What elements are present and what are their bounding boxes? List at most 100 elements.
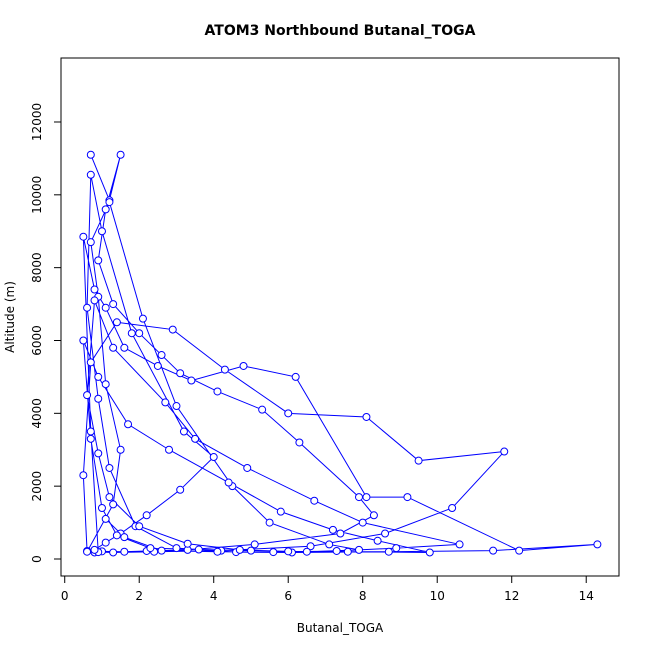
data-point xyxy=(101,514,110,523)
x-tick-label: 2 xyxy=(135,589,143,603)
data-point xyxy=(269,548,278,557)
x-tick-label: 0 xyxy=(61,589,69,603)
data-point xyxy=(183,539,192,548)
data-point xyxy=(168,325,177,334)
data-point xyxy=(354,545,363,554)
data-point xyxy=(97,227,106,236)
data-point xyxy=(250,540,259,549)
data-point xyxy=(112,531,121,540)
data-point xyxy=(239,361,248,370)
data-point xyxy=(157,546,166,555)
data-point xyxy=(213,387,222,396)
data-point xyxy=(79,336,88,345)
data-point xyxy=(86,427,95,436)
data-point xyxy=(325,540,334,549)
data-point xyxy=(94,449,103,458)
data-point xyxy=(90,285,99,294)
data-point xyxy=(109,500,118,509)
x-axis-label: Butanal_TOGA xyxy=(297,621,384,635)
data-point xyxy=(381,529,390,538)
data-point xyxy=(191,434,200,443)
data-point xyxy=(328,525,337,534)
data-point xyxy=(354,493,363,502)
data-point xyxy=(86,358,95,367)
data-point xyxy=(448,504,457,513)
data-point xyxy=(86,170,95,179)
data-point xyxy=(86,434,95,443)
data-point xyxy=(455,540,464,549)
data-point xyxy=(109,548,118,557)
y-tick-label: 4000 xyxy=(30,398,44,429)
data-point xyxy=(500,447,509,456)
data-point xyxy=(79,232,88,241)
data-point xyxy=(369,511,378,520)
data-point xyxy=(94,256,103,265)
data-point xyxy=(105,198,114,207)
data-point xyxy=(94,372,103,381)
data-point xyxy=(246,546,255,555)
data-point xyxy=(243,463,252,472)
data-point xyxy=(414,456,423,465)
data-point xyxy=(138,314,147,323)
data-point xyxy=(105,493,114,502)
data-point xyxy=(258,405,267,414)
data-point xyxy=(109,343,118,352)
data-point xyxy=(336,529,345,538)
chart-title: ATOM3 Northbound Butanal_TOGA xyxy=(205,23,476,39)
y-tick-label: 10000 xyxy=(30,176,44,214)
data-point xyxy=(146,544,155,553)
data-point xyxy=(109,300,118,309)
data-point xyxy=(94,394,103,403)
data-point xyxy=(220,365,229,374)
data-point xyxy=(116,150,125,159)
data-point xyxy=(176,485,185,494)
data-point xyxy=(120,343,129,352)
data-point xyxy=(224,478,233,487)
data-point xyxy=(515,546,524,555)
y-tick-label: 6000 xyxy=(30,325,44,356)
x-tick-label: 12 xyxy=(504,589,519,603)
y-tick-label: 12000 xyxy=(30,103,44,141)
data-point xyxy=(392,544,401,553)
data-point xyxy=(83,391,92,400)
data-point xyxy=(358,518,367,527)
data-point xyxy=(302,547,311,556)
data-point xyxy=(306,542,315,551)
data-point xyxy=(213,547,222,556)
x-tick-label: 14 xyxy=(579,589,594,603)
data-point xyxy=(176,369,185,378)
x-tick-label: 8 xyxy=(359,589,367,603)
data-point xyxy=(489,546,498,555)
data-point xyxy=(135,522,144,531)
data-point xyxy=(101,380,110,389)
data-point xyxy=(165,445,174,454)
data-point xyxy=(142,511,151,520)
data-point xyxy=(425,548,434,557)
data-point xyxy=(362,412,371,421)
data-point xyxy=(86,150,95,159)
data-point xyxy=(101,303,110,312)
data-point xyxy=(83,547,92,556)
data-point xyxy=(90,545,99,554)
data-point xyxy=(83,303,92,312)
data-point xyxy=(373,536,382,545)
data-point xyxy=(343,547,352,556)
y-axis-label: Altitude (m) xyxy=(3,281,17,353)
data-point xyxy=(276,507,285,516)
data-point xyxy=(157,351,166,360)
data-point xyxy=(135,329,144,338)
x-tick-label: 10 xyxy=(430,589,445,603)
data-point xyxy=(384,547,393,556)
y-tick-label: 2000 xyxy=(30,471,44,502)
data-point xyxy=(593,540,602,549)
data-point xyxy=(403,493,412,502)
data-point xyxy=(194,545,203,554)
data-point xyxy=(172,402,181,411)
data-point xyxy=(362,493,371,502)
data-point xyxy=(90,296,99,305)
data-point xyxy=(153,361,162,370)
data-point xyxy=(86,238,95,247)
data-point xyxy=(101,538,110,547)
data-point xyxy=(101,205,110,214)
